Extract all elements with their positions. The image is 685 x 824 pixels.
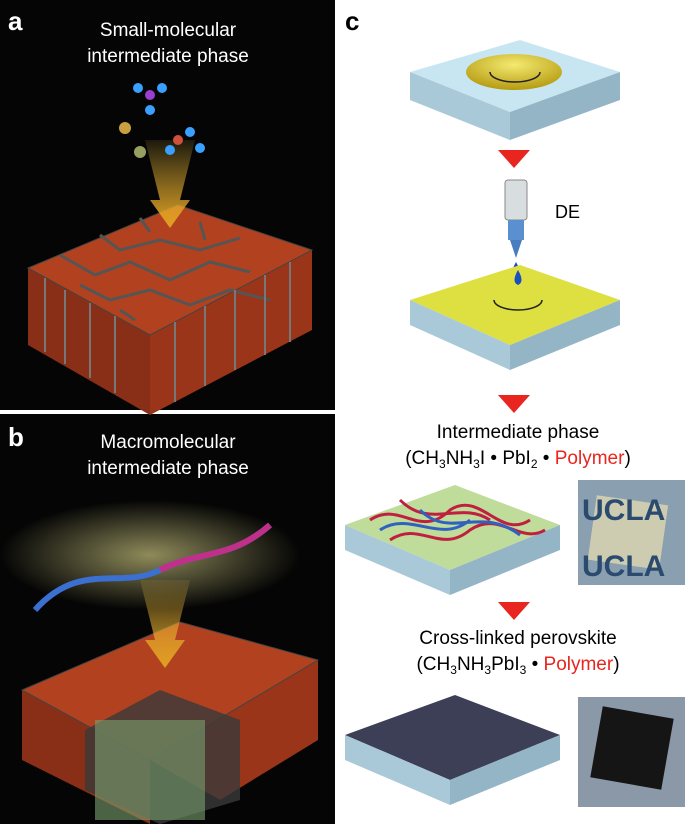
panel-label: a	[8, 6, 23, 36]
photo-text: UCLA	[582, 494, 665, 527]
photo-text: UCLA	[582, 550, 665, 583]
substrate-3	[345, 485, 560, 595]
substrate-1	[410, 40, 620, 140]
formula-part: I • PbI	[480, 448, 531, 469]
formula-sub: 3	[520, 663, 527, 677]
formula-sub: 2	[531, 457, 538, 471]
panel-title: Macromolecular	[100, 432, 236, 453]
substrate-4	[345, 695, 560, 805]
arrow	[140, 580, 190, 668]
panel-title: Small-molecular	[100, 20, 237, 41]
formula-part: (CH	[416, 654, 450, 675]
panel-label: c	[345, 6, 359, 36]
formula-sub: 3	[484, 663, 491, 677]
formula-part: •	[526, 654, 543, 675]
block-a	[26, 204, 314, 415]
formula-polymer: Polymer	[544, 654, 614, 675]
formula-sub: 3	[450, 663, 457, 677]
arrow	[145, 140, 195, 228]
formula-part: PbI	[491, 654, 520, 675]
formula: (CH3NH3I • PbI2 • Polymer)	[405, 448, 631, 471]
step-title: Cross-linked perovskite	[419, 628, 616, 649]
polymer-chain	[158, 522, 272, 573]
panel-title: intermediate phase	[87, 458, 249, 479]
formula-part: •	[538, 448, 555, 469]
formula-part: NH	[457, 654, 484, 675]
block-b	[20, 621, 320, 824]
formula-part: NH	[446, 448, 473, 469]
photo-2	[578, 697, 685, 807]
panel-label: b	[8, 422, 24, 452]
molecules	[119, 83, 205, 158]
formula-sub: 3	[473, 457, 480, 471]
formula-part: )	[613, 654, 619, 675]
formula-sub: 3	[439, 457, 446, 471]
step-arrow	[498, 150, 530, 168]
formula-part: (CH	[405, 448, 439, 469]
formula-polymer: Polymer	[555, 448, 625, 469]
step-title: Intermediate phase	[437, 422, 600, 443]
formula: (CH3NH3PbI3 • Polymer)	[416, 654, 619, 677]
step-arrow	[498, 602, 530, 620]
dropper-label: DE	[555, 202, 580, 222]
step-arrow	[498, 395, 530, 413]
formula-part: )	[624, 448, 630, 469]
photo-1: UCLA UCLA	[578, 480, 685, 585]
substrate-2	[410, 265, 620, 370]
panel-title: intermediate phase	[87, 46, 249, 67]
